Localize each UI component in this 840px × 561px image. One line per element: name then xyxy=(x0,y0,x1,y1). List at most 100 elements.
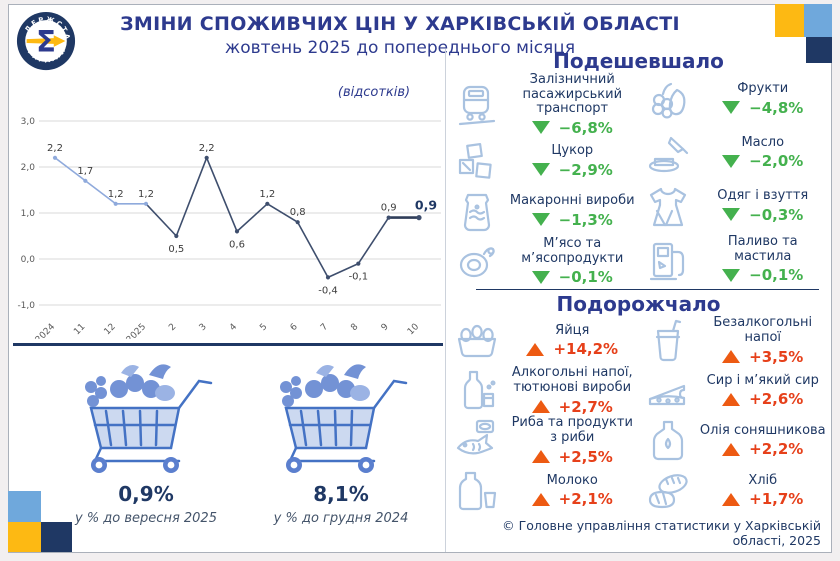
corner-square-darkblue-top xyxy=(806,37,832,63)
price-item-milk: Молоко +2,1% xyxy=(450,466,637,516)
page-title: ЗМІНИ СПОЖИВЧИХ ЦІН У ХАРКІВСЬКІЙ ОБЛАСТ… xyxy=(120,13,680,35)
triangle-up-icon xyxy=(722,492,741,506)
price-item-eggs: Яйця +14,2% xyxy=(450,316,637,366)
summary-caption: у % до вересня 2025 xyxy=(75,511,217,526)
price-item-bread: Хліб +1,7% xyxy=(641,466,828,516)
item-value: +2,6% xyxy=(749,390,804,409)
item-label: Паливо та мастила xyxy=(727,234,798,264)
triangle-down-icon xyxy=(722,154,741,168)
copyright-note: © Головне управління статистики у Харків… xyxy=(502,518,821,548)
svg-text:5: 5 xyxy=(258,322,269,333)
price-item-pasta: Макаронні вироби −1,3% xyxy=(450,187,637,237)
alcohol-icon xyxy=(450,366,504,416)
item-value: −2,0% xyxy=(749,152,804,171)
item-label: М’ясо та м’ясопродукти xyxy=(521,236,624,266)
triangle-up-icon xyxy=(722,442,741,456)
price-item-cheese: Сир і м’який сир +2,6% xyxy=(641,366,828,416)
item-value: −1,3% xyxy=(558,210,613,229)
corner-square-yellow-bottom xyxy=(8,522,41,552)
triangle-up-icon xyxy=(531,492,550,506)
price-item-train: Залізничний пасажирський транспорт −6,8% xyxy=(450,72,637,137)
price-item-clothes: Одяг і взуття −0,3% xyxy=(641,182,828,232)
triangle-up-icon xyxy=(722,350,741,364)
item-label: Макаронні вироби xyxy=(509,193,635,209)
page-subtitle: жовтень 2025 до попереднього місяця xyxy=(224,38,576,58)
item-value: +3,5% xyxy=(749,347,804,366)
triangle-down-icon xyxy=(722,208,741,222)
shopping-cart-icon xyxy=(256,353,426,481)
cheaper-column-2: Фрукти −4,8% Масло −2,0% Одяг і взуття −0,3% П… xyxy=(641,73,828,287)
item-label: Залізничний пасажирський транспорт xyxy=(522,72,623,117)
price-changes-panel: Подешевшало Залізничний пасажирський тра… xyxy=(445,49,831,552)
cheaper-items-grid: Залізничний пасажирський транспорт −6,8% Ц… xyxy=(450,72,828,287)
svg-text:2,2: 2,2 xyxy=(199,143,215,154)
svg-text:4: 4 xyxy=(228,322,239,333)
item-value: −0,3% xyxy=(749,205,804,224)
clothes-icon xyxy=(641,182,695,232)
summary-vs-previous-month: 0,9% у % до вересня 2025 xyxy=(61,482,231,526)
svg-text:7: 7 xyxy=(319,322,330,333)
svg-text:0,5: 0,5 xyxy=(168,244,184,255)
price-item-alcohol: Алкогольні напої, тютюнові вироби +2,7% xyxy=(450,366,637,416)
shopping-cart-icon xyxy=(61,353,231,481)
triangle-up-icon xyxy=(531,450,550,464)
triangle-up-icon xyxy=(722,392,741,406)
svg-text:0,9: 0,9 xyxy=(381,203,397,214)
item-label: Молоко xyxy=(546,472,598,488)
price-item-butter: Масло −2,0% xyxy=(641,128,828,178)
item-value: +2,2% xyxy=(749,440,804,459)
item-label: Цукор xyxy=(551,143,594,159)
chart-unit-label: (відсотків) xyxy=(337,85,411,100)
derzhstat-logo-icon: ДЕРЖСТАТ УКРАЇНИ Σ xyxy=(12,4,77,72)
item-label: Безалкогольні напої xyxy=(713,315,813,345)
pasta-icon xyxy=(450,187,504,237)
item-label: Масло xyxy=(741,134,785,150)
fruits-icon xyxy=(641,75,695,125)
svg-text:1,0: 1,0 xyxy=(21,209,36,219)
svg-text:2,0: 2,0 xyxy=(21,163,36,173)
svg-text:1,7: 1,7 xyxy=(77,166,93,177)
soft-drink-icon xyxy=(641,316,695,366)
svg-text:6: 6 xyxy=(289,322,300,333)
svg-text:9: 9 xyxy=(380,322,391,333)
pricier-items-grid: Яйця +14,2% Алкогольні напої, тютюнові вир… xyxy=(450,316,827,516)
milk-icon xyxy=(450,466,504,516)
price-item-fuel: Паливо та мастила −0,1% xyxy=(641,235,828,285)
item-value: +2,7% xyxy=(558,397,613,416)
train-icon xyxy=(450,80,504,130)
cheaper-section-heading: Подешевшало xyxy=(553,49,724,73)
bread-icon xyxy=(641,466,695,516)
svg-text:0,0: 0,0 xyxy=(21,255,36,265)
triangle-down-icon xyxy=(722,101,741,115)
svg-text:-0,1: -0,1 xyxy=(349,272,369,283)
summary-vs-december: 8,1% у % до грудня 2024 xyxy=(256,482,426,526)
cheaper-column-1: Залізничний пасажирський транспорт −6,8% Ц… xyxy=(450,72,637,287)
svg-text:2: 2 xyxy=(167,322,178,333)
item-label: Фрукти xyxy=(737,81,789,97)
price-item-meat: М’ясо та м’ясопродукти −0,1% xyxy=(450,236,637,287)
header: ЗМІНИ СПОЖИВЧИХ ЦІН У ХАРКІВСЬКІЙ ОБЛАСТ… xyxy=(99,13,701,58)
triangle-down-icon xyxy=(722,268,741,282)
item-label: Одяг і взуття xyxy=(717,188,809,204)
svg-text:10_2024: 10_2024 xyxy=(23,322,58,339)
svg-text:Σ: Σ xyxy=(36,25,56,59)
sugar-icon xyxy=(450,137,504,187)
item-value: +14,2% xyxy=(553,340,619,359)
right-section-divider xyxy=(476,288,819,290)
summary-caption: у % до грудня 2024 xyxy=(273,511,409,526)
triangle-down-icon xyxy=(531,270,550,284)
svg-text:1_2025: 1_2025 xyxy=(118,322,149,339)
triangle-down-icon xyxy=(531,121,550,135)
item-value: −6,8% xyxy=(558,118,613,137)
svg-text:12: 12 xyxy=(103,322,118,337)
pricier-section-heading: Подорожчало xyxy=(556,292,721,316)
price-item-oil: Олія соняшникова +2,2% xyxy=(641,416,828,466)
summary-value: 8,1% xyxy=(313,482,369,506)
triangle-down-icon xyxy=(531,163,550,177)
svg-text:-0,4: -0,4 xyxy=(318,285,338,296)
corner-square-darkblue-bottom xyxy=(41,522,72,552)
item-value: −0,1% xyxy=(558,268,613,287)
svg-text:1,2: 1,2 xyxy=(259,189,275,200)
corner-square-lightblue-bottom xyxy=(8,491,41,522)
item-value: −4,8% xyxy=(749,98,804,117)
